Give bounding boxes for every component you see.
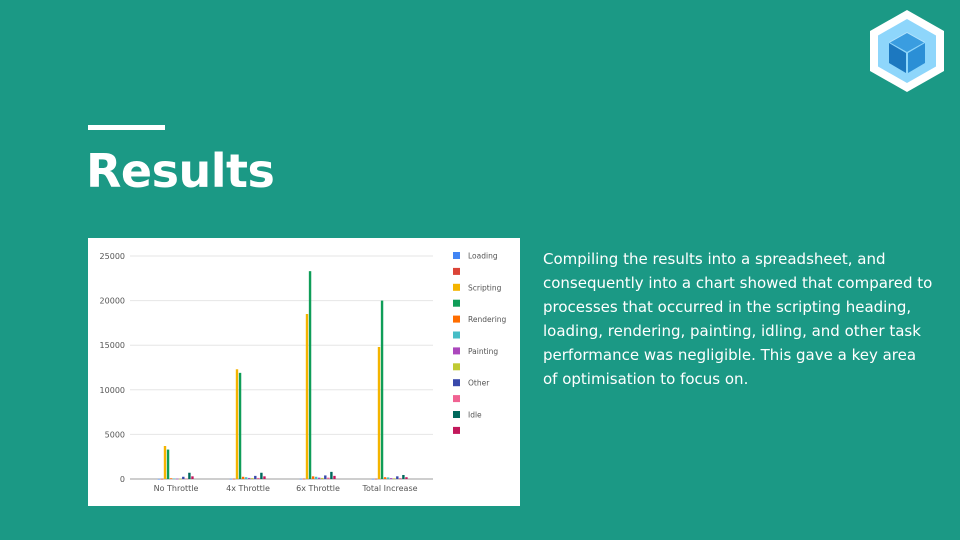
bar [390, 478, 393, 479]
bar [185, 478, 188, 480]
legend-swatch [453, 347, 460, 355]
legend-label: Painting [468, 347, 498, 356]
webpack-cube-icon [867, 8, 947, 94]
bar [229, 478, 233, 480]
x-tick-label: Total Increase [361, 484, 417, 493]
bar [318, 477, 321, 479]
legend-label: Idle [468, 411, 482, 420]
title-accent-bar [88, 125, 165, 130]
bar [327, 477, 330, 479]
bar [377, 346, 381, 479]
bar [386, 477, 390, 479]
bar [399, 478, 402, 479]
bar [257, 477, 260, 479]
bar [238, 372, 242, 479]
bar [302, 478, 306, 480]
x-tick-label: 6x Throttle [296, 484, 340, 493]
results-description: Compiling the results into a spreadsheet… [543, 250, 933, 388]
results-chart: 0 5000 10000 15000 20000 25000 No Throttle 4x … [88, 238, 520, 506]
legend-swatch [453, 267, 460, 275]
bar [405, 477, 408, 479]
legend-label: Rendering [468, 315, 507, 324]
legend-swatch [453, 411, 460, 418]
bar-chart-svg: 0 5000 10000 15000 20000 25000 No Throttle 4x … [100, 252, 507, 494]
y-tick-label: 20000 [100, 297, 125, 306]
bar [251, 478, 254, 479]
legend-swatch [453, 252, 460, 259]
legend-swatch [453, 283, 460, 291]
bar [314, 476, 318, 479]
legend-label: Scripting [468, 283, 502, 292]
bar [393, 478, 396, 479]
y-tick-label: 15000 [100, 341, 125, 350]
y-tick-label: 10000 [100, 386, 125, 395]
bar [191, 476, 194, 479]
bar [308, 271, 312, 479]
bar [248, 477, 251, 479]
bar [244, 477, 248, 479]
legend-label: Other [468, 379, 490, 388]
bar [163, 445, 167, 479]
y-tick-label: 0 [120, 475, 125, 484]
legend-swatch [453, 379, 460, 387]
slide-title: Results [86, 144, 275, 198]
bar [383, 477, 387, 479]
bar [260, 472, 263, 479]
x-tick-label: 4x Throttle [226, 484, 270, 493]
legend-swatch [453, 395, 460, 403]
bar [157, 478, 161, 480]
legend-swatch [453, 315, 460, 323]
bar [263, 476, 266, 479]
bar [299, 478, 303, 480]
bar [321, 477, 324, 479]
legend-swatch [453, 331, 460, 339]
legend-swatch [453, 299, 460, 307]
bar [179, 478, 182, 480]
legend-swatch [453, 426, 460, 434]
bar [188, 472, 191, 479]
bar [172, 478, 176, 480]
bar [169, 478, 173, 479]
bar [311, 476, 315, 479]
bar [333, 475, 336, 479]
bar [402, 474, 405, 479]
x-tick-label: No Throttle [154, 484, 199, 493]
bar [380, 300, 384, 479]
bar [374, 478, 378, 480]
bar [232, 478, 236, 480]
bar [166, 449, 170, 479]
legend-label: Loading [468, 252, 498, 261]
bar [160, 478, 164, 480]
bar [371, 478, 375, 480]
bar [305, 313, 309, 479]
bar [241, 476, 245, 479]
bar [182, 476, 185, 479]
bar [330, 471, 333, 479]
legend-swatch [453, 363, 460, 371]
y-tick-label: 5000 [105, 430, 125, 439]
bar [235, 369, 239, 479]
y-tick-label: 25000 [100, 252, 125, 261]
bar [324, 475, 327, 479]
bar [176, 478, 179, 480]
bar [396, 476, 399, 479]
bar [254, 475, 257, 479]
